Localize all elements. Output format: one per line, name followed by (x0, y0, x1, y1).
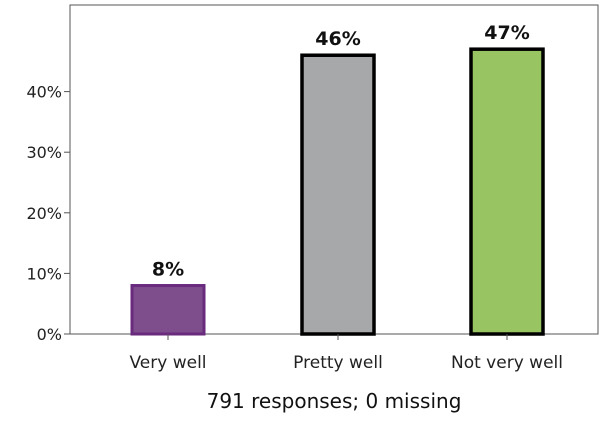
y-axis: 0% 10% 20% 30% 40% (26, 83, 70, 344)
x-category-label: Very well (129, 353, 206, 373)
data-label: 46% (315, 28, 360, 50)
x-category-label: Pretty well (293, 353, 383, 373)
x-axis: Very well Pretty well Not very well (129, 334, 563, 373)
x-category-label: Not very well (451, 353, 563, 373)
y-tick-label: 0% (37, 325, 62, 344)
bar-pretty-well (300, 53, 376, 336)
y-tick-label: 10% (26, 264, 62, 283)
bar-not-very-well (469, 47, 545, 336)
chart-caption: 791 responses; 0 missing (207, 389, 462, 413)
data-label: 47% (484, 22, 529, 44)
y-tick-label: 30% (26, 143, 62, 162)
data-label: 8% (152, 259, 184, 281)
bars: 8% 46% 47% (130, 22, 545, 336)
y-tick-label: 20% (26, 204, 62, 223)
y-tick-label: 40% (26, 83, 62, 102)
bar-very-well (130, 284, 206, 336)
